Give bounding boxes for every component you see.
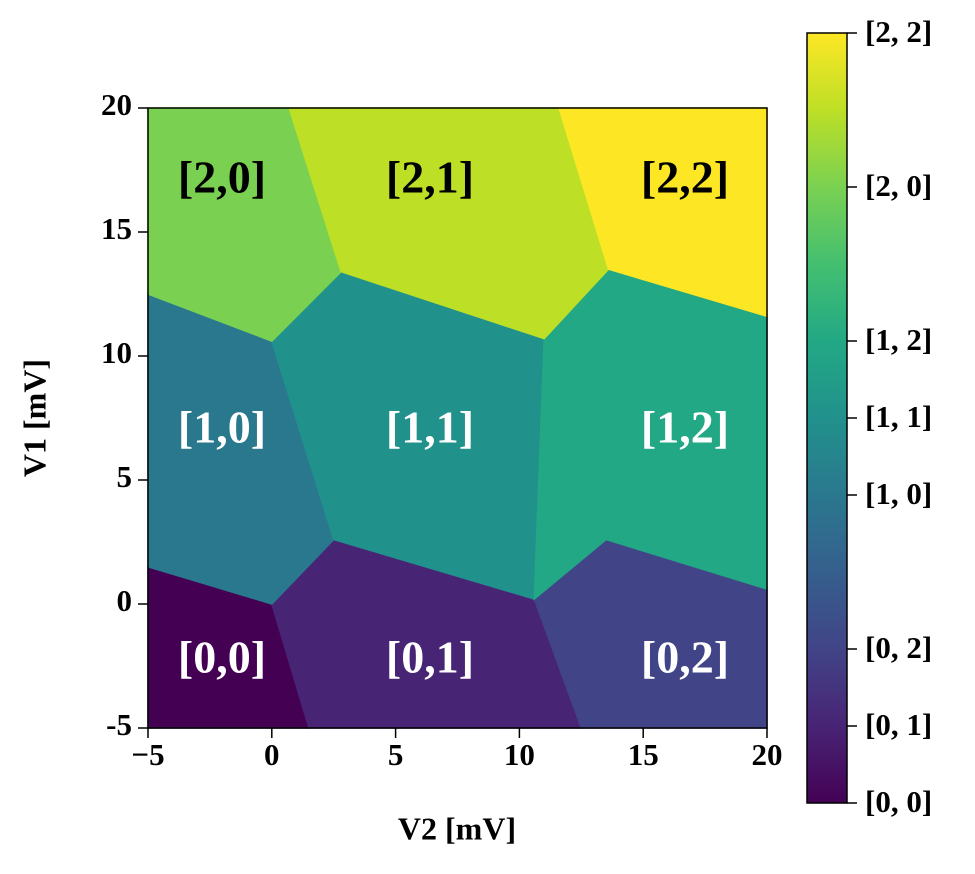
y-tick-label: 15 bbox=[101, 211, 132, 246]
colorbar-tick-label: [0, 2] bbox=[865, 630, 932, 665]
colorbar-tick-label: [2, 0] bbox=[865, 168, 932, 203]
region-label: [2,0] bbox=[178, 152, 266, 203]
y-tick-label: 20 bbox=[101, 87, 132, 122]
y-tick-label: 10 bbox=[101, 335, 132, 370]
x-tick-label: 20 bbox=[752, 737, 783, 772]
x-tick-label: −5 bbox=[131, 737, 164, 772]
x-tick-label: 10 bbox=[504, 737, 535, 772]
region-label: [0,1] bbox=[386, 632, 474, 683]
colorbar-tick-label: [0, 1] bbox=[865, 707, 932, 742]
region-label: [0,2] bbox=[641, 632, 729, 683]
region-label: [0,0] bbox=[178, 632, 266, 683]
regions bbox=[147, 107, 768, 729]
x-tick-label: 15 bbox=[628, 737, 659, 772]
colorbar bbox=[806, 32, 848, 804]
colorbar-tick-label: [1, 0] bbox=[865, 476, 932, 511]
x-axis-label: V2 [mV] bbox=[398, 810, 516, 846]
region-label: [1,0] bbox=[178, 402, 266, 453]
y-tick-label: 5 bbox=[117, 459, 133, 494]
y-tick-label: -5 bbox=[106, 707, 132, 742]
region-label: [2,2] bbox=[641, 152, 729, 203]
colorbar-tick-label: [1, 1] bbox=[865, 399, 932, 434]
region-label: [2,1] bbox=[386, 152, 474, 203]
region-label: [1,2] bbox=[641, 402, 729, 453]
y-axis-label: V1 [mV] bbox=[16, 359, 52, 477]
colorbar-tick-label: [2, 2] bbox=[865, 14, 932, 49]
x-tick-label: 5 bbox=[388, 737, 404, 772]
x-tick-label: 0 bbox=[264, 737, 280, 772]
colorbar-tick-label: [1, 2] bbox=[865, 322, 932, 357]
y-tick-label: 0 bbox=[117, 583, 133, 618]
region-label: [1,1] bbox=[386, 402, 474, 453]
colorbar-tick-label: [0, 0] bbox=[865, 784, 932, 819]
plot-frame bbox=[147, 107, 768, 729]
